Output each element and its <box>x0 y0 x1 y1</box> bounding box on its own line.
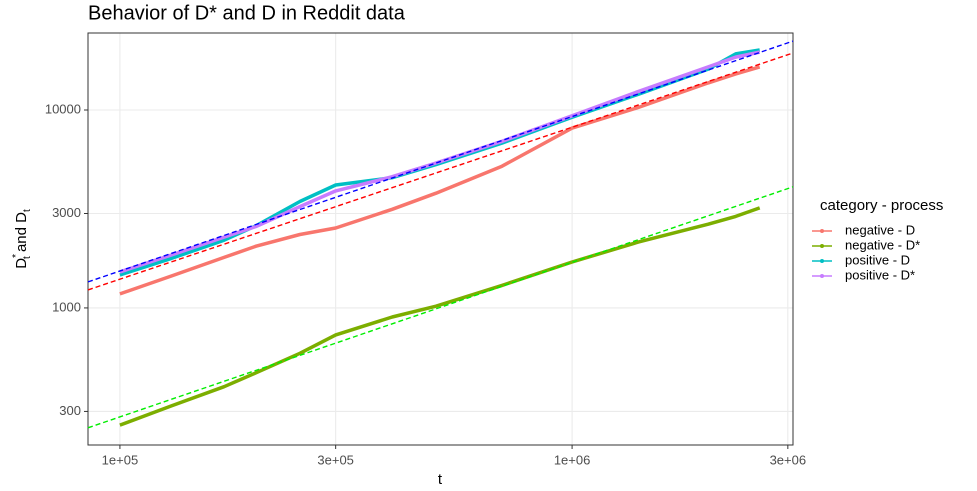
series-line <box>119 65 761 296</box>
fit-line <box>87 186 794 429</box>
legend-label: positive - D <box>845 252 910 267</box>
legend-label: positive - D* <box>845 267 915 282</box>
series-line <box>119 206 761 427</box>
legend-title: category - process <box>820 197 943 214</box>
fit-line <box>87 52 794 291</box>
legend-dot <box>820 229 824 233</box>
plot-border <box>87 32 794 446</box>
legend-label: negative - D* <box>845 237 920 252</box>
x-tick-label: 3e+05 <box>317 452 354 467</box>
fit-line <box>87 40 794 283</box>
y-label-part: t <box>22 256 33 259</box>
y-tick-label: 10000 <box>45 101 81 116</box>
x-axis-label: t <box>438 471 443 488</box>
y-label-part: D <box>13 258 30 269</box>
x-tick-label: 1e+05 <box>102 452 139 467</box>
y-label-part: * <box>11 254 22 258</box>
legend-dot <box>820 244 824 248</box>
x-tick-label: 3e+06 <box>770 452 807 467</box>
chart-title: Behavior of D* and D in Reddit data <box>88 2 406 24</box>
x-tick-label: 1e+06 <box>554 452 591 467</box>
y-tick-label: 1000 <box>52 299 81 314</box>
legend-dot <box>820 274 824 278</box>
legend-dot <box>820 259 824 263</box>
y-tick-label: 3000 <box>52 205 81 220</box>
y-axis-label: D*t and Dt <box>11 209 33 269</box>
y-label-part: t <box>22 209 33 212</box>
legend-label: negative - D <box>845 222 915 237</box>
y-tick-label: 300 <box>59 403 81 418</box>
y-label-part: and D <box>13 212 30 256</box>
